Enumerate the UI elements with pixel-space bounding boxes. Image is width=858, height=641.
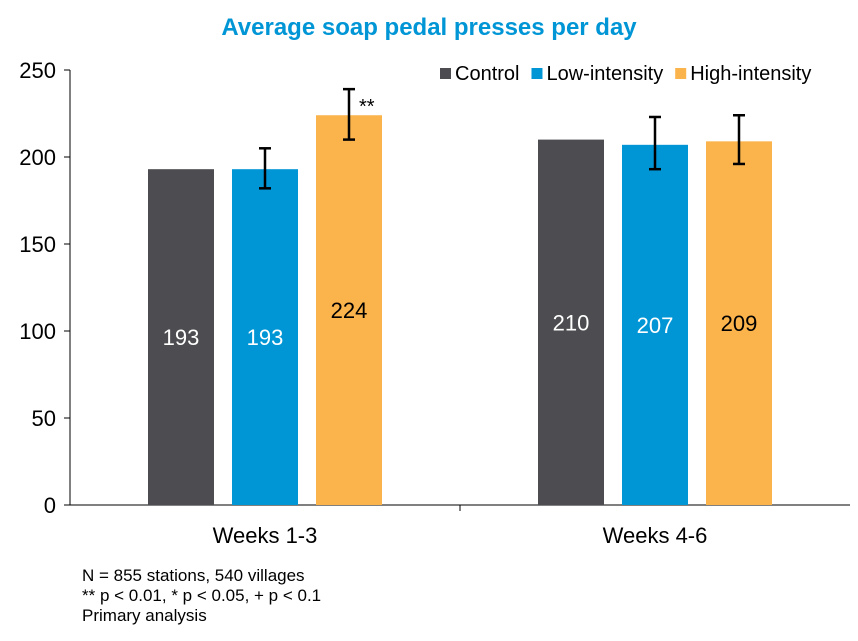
legend-swatch — [440, 68, 451, 79]
bar-value-label: 209 — [721, 311, 758, 336]
legend-swatch — [675, 68, 687, 79]
y-tick-label: 50 — [32, 406, 56, 431]
bar — [148, 169, 214, 505]
bar-value-label: 210 — [553, 310, 590, 335]
y-tick-label: 250 — [19, 58, 56, 83]
legend: Control Low-intensity High-intensity — [440, 63, 811, 85]
footnotes: N = 855 stations, 540 villages ** p < 0.… — [82, 566, 321, 626]
footnote-sample-size: N = 855 stations, 540 villages — [82, 566, 305, 585]
x-axis: Weeks 1-3 Weeks 4-6 — [70, 504, 850, 548]
footnote-analysis: Primary analysis — [82, 606, 207, 625]
x-tick-label: Weeks 1-3 — [213, 523, 318, 548]
bar-value-label: 193 — [163, 325, 200, 350]
bar-value-label: 207 — [637, 313, 674, 338]
legend-swatch — [531, 68, 543, 79]
y-tick-label: 150 — [19, 232, 56, 257]
bar-value-label: 224 — [331, 298, 368, 323]
significance-marker: ** — [359, 96, 375, 118]
y-tick-label: 200 — [19, 145, 56, 170]
chart-title: Average soap pedal presses per day — [221, 14, 637, 41]
x-tick-label: Weeks 4-6 — [603, 523, 708, 548]
bar — [706, 141, 772, 505]
legend-label: Control — [455, 63, 519, 85]
bar-value-label: 193 — [247, 325, 284, 350]
bar — [232, 169, 298, 505]
bar — [622, 144, 688, 505]
bars-group: 193 193 224 ** 210 207 209 — [148, 87, 772, 506]
legend-label: High-intensity — [690, 63, 811, 85]
bar — [538, 139, 604, 505]
y-tick-label: 0 — [44, 493, 56, 518]
legend-label: Low-intensity — [546, 63, 663, 85]
bar — [316, 115, 382, 506]
footnote-significance: ** p < 0.01, * p < 0.05, + p < 0.1 — [82, 586, 322, 605]
y-tick-label: 100 — [19, 319, 56, 344]
y-axis: 0 50 100 150 200 250 — [19, 58, 71, 518]
